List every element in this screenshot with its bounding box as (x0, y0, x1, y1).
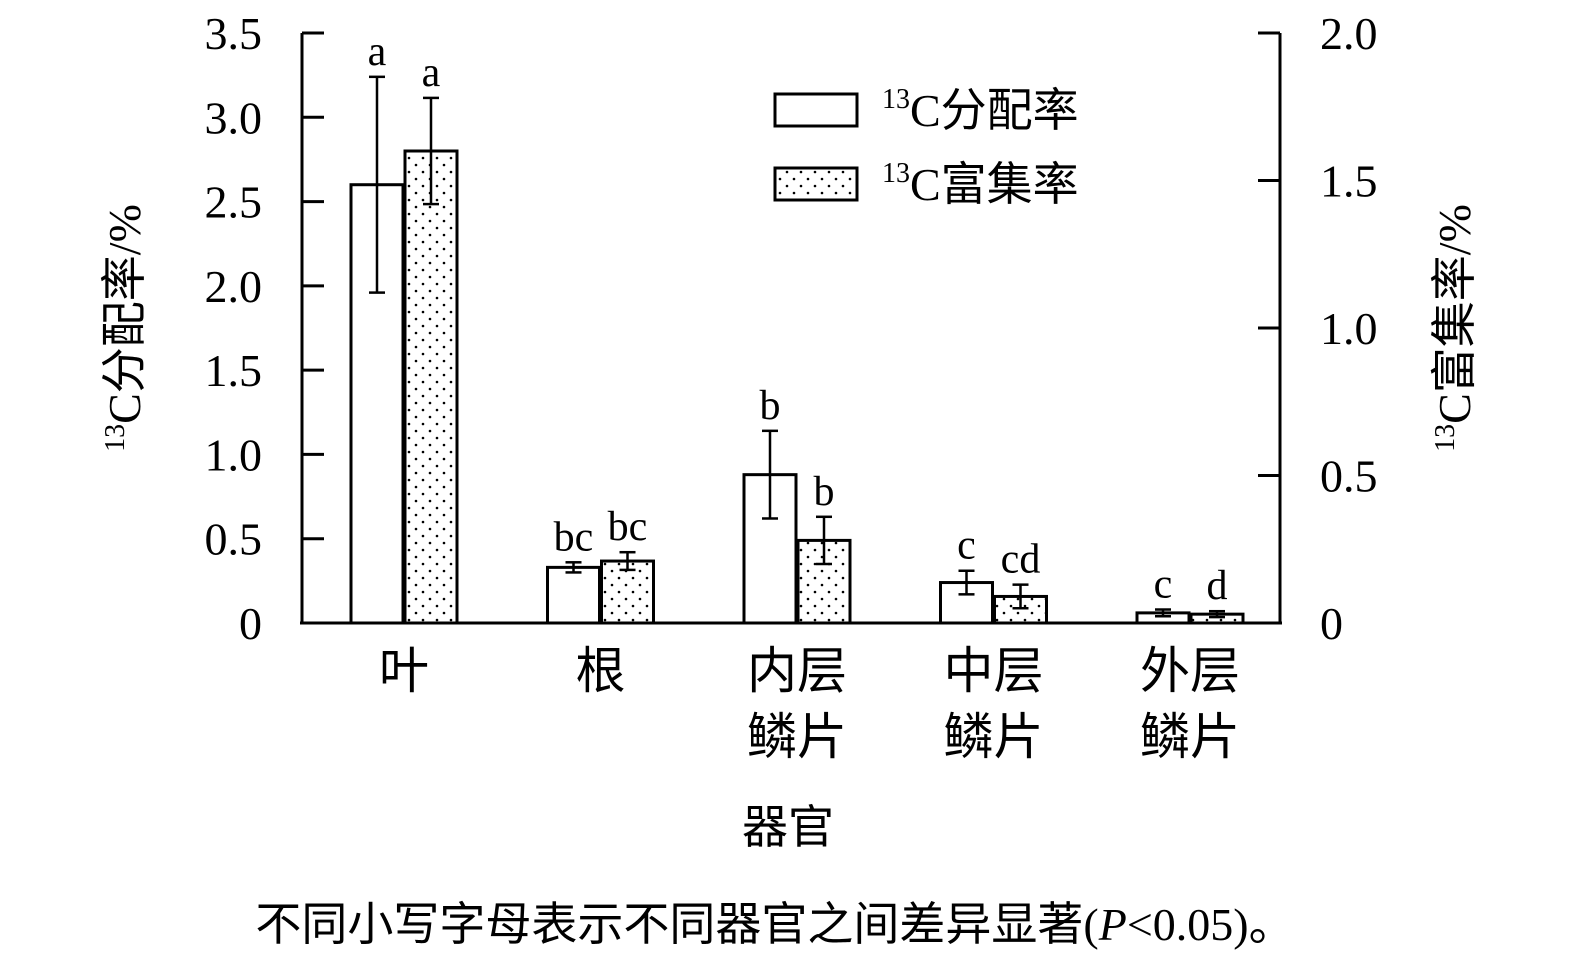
left-y-axis-title-text: C分配率/% (99, 204, 150, 424)
x-category-label: 中层 (944, 643, 1044, 699)
caption-prefix: 不同小写字母表示不同器官之间差异显著( (255, 899, 1098, 950)
significance-letter-allocation: c (1154, 562, 1173, 608)
bar-enrichment (403, 149, 459, 625)
left-y-tick-label: 1.5 (205, 345, 263, 396)
left-y-tick-label: 0.5 (205, 514, 263, 565)
left-y-tick-label: 0 (239, 598, 262, 649)
left-y-axis-ticks: 0 0.5 1.0 1.5 2.0 2.5 3.0 3.5 (205, 8, 324, 649)
right-y-tick-label: 0.5 (1320, 451, 1378, 502)
right-y-tick-label: 0 (1320, 598, 1343, 649)
legend-label-enrichment: 13C富集率 (882, 158, 1079, 210)
bar-enrichment (796, 538, 852, 625)
caption-p-symbol: P (1098, 899, 1127, 950)
right-y-axis-ticks: 0 0.5 1.0 1.5 2.0 (1258, 8, 1378, 649)
left-y-tick-label: 1.0 (205, 429, 263, 480)
left-y-tick-label: 3.0 (205, 92, 263, 143)
legend-label-allocation-text: C分配率 (910, 85, 1079, 136)
x-category-label: 鳞片 (1140, 709, 1240, 765)
right-y-axis-title: 13C富集率/% (1429, 204, 1480, 452)
significance-letter-enrichment: cd (1001, 537, 1041, 583)
figure-caption: 不同小写字母表示不同器官之间差异显著(P<0.05)。 (255, 899, 1294, 950)
x-category-label: 根 (576, 643, 626, 699)
legend-swatch-allocation (773, 92, 859, 128)
legend-label-enrichment-superscript: 13 (882, 158, 910, 189)
left-y-tick-label: 2.5 (205, 177, 263, 228)
legend-swatch-enrichment (773, 166, 859, 202)
caption-suffix: <0.05)。 (1127, 899, 1295, 950)
left-y-axis-title: 13C分配率/% (99, 204, 150, 452)
significance-letter-enrichment: b (814, 469, 835, 515)
right-y-axis-title-superscript: 13 (1430, 424, 1461, 452)
significance-letter-enrichment: a (422, 50, 441, 96)
legend-label-enrichment-text: C富集率 (910, 159, 1079, 210)
left-y-tick-label: 2.0 (205, 261, 263, 312)
significance-letter-enrichment: d (1207, 563, 1228, 609)
right-y-axis-title-text: C富集率/% (1429, 204, 1480, 424)
right-y-tick-label: 2.0 (1320, 8, 1378, 59)
significance-letter-enrichment: bc (608, 504, 648, 550)
x-category-label: 外层 (1140, 643, 1240, 699)
legend: 13C分配率 13C富集率 (773, 84, 1079, 210)
x-axis-title: 器官 (742, 802, 834, 853)
significance-letter-allocation: a (368, 29, 387, 75)
x-category-label: 叶 (379, 643, 429, 699)
x-category-label: 鳞片 (944, 709, 1044, 765)
x-category-label: 内层 (747, 643, 847, 699)
x-category-label: 鳞片 (747, 709, 847, 765)
legend-label-allocation: 13C分配率 (882, 84, 1079, 136)
right-y-tick-label: 1.5 (1320, 156, 1378, 207)
significance-letter-allocation: b (760, 383, 781, 429)
right-y-tick-label: 1.0 (1320, 303, 1378, 354)
legend-label-allocation-superscript: 13 (882, 84, 910, 115)
bars-layer (349, 149, 1245, 625)
left-y-axis-title-superscript: 13 (100, 424, 131, 452)
left-y-tick-label: 3.5 (205, 8, 263, 59)
significance-letter-allocation: c (957, 523, 976, 569)
error-bars-layer (369, 75, 1225, 619)
significance-letter-allocation: bc (554, 514, 594, 560)
bar-allocation (546, 565, 601, 625)
